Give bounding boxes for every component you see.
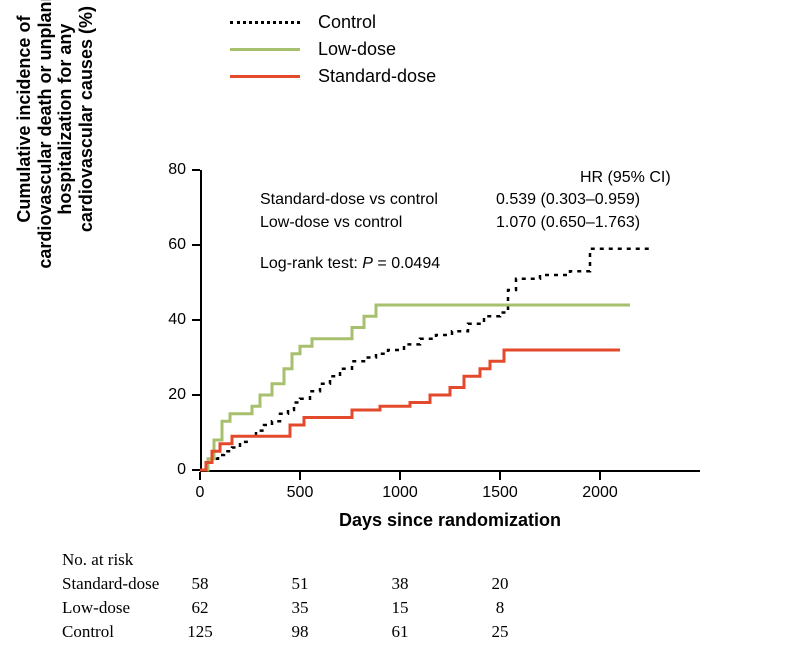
- plot-area: Days since randomization 050010001500200…: [200, 170, 700, 470]
- annotation-hr-std-value: 0.539 (0.303–0.959): [496, 191, 640, 209]
- legend-item-control: Control: [230, 12, 436, 33]
- legend-label-control: Control: [318, 12, 376, 33]
- series-low-dose: [200, 305, 630, 470]
- y-tick-label: 0: [177, 461, 186, 479]
- y-tick-label: 80: [168, 161, 186, 179]
- at-risk-value: 20: [492, 572, 509, 596]
- at-risk-value: 38: [392, 572, 409, 596]
- at-risk-value: 58: [192, 572, 209, 596]
- y-tick: [192, 244, 200, 246]
- x-tick-label: 2000: [582, 484, 618, 502]
- at-risk-value: 98: [292, 620, 309, 644]
- at-risk-value: 125: [187, 620, 213, 644]
- legend-swatch-low-dose: [230, 48, 300, 51]
- at-risk-value: 61: [392, 620, 409, 644]
- y-tick-label: 20: [168, 386, 186, 404]
- legend-swatch-standard-dose: [230, 75, 300, 78]
- at-risk-value: 25: [492, 620, 509, 644]
- x-tick: [199, 472, 201, 480]
- figure-container: { "chart": { "type": "kaplan-meier-cumul…: [0, 0, 800, 667]
- series-standard-dose: [200, 350, 620, 470]
- x-tick-label: 0: [196, 484, 205, 502]
- annotation-hr-std-label: Standard-dose vs control: [260, 191, 438, 209]
- legend-swatch-control: [230, 21, 300, 24]
- at-risk-value: 15: [392, 596, 409, 620]
- y-tick: [192, 319, 200, 321]
- legend-item-low-dose: Low-dose: [230, 39, 436, 60]
- x-tick-label: 1000: [382, 484, 418, 502]
- x-tick: [299, 472, 301, 480]
- y-tick: [192, 169, 200, 171]
- y-tick: [192, 394, 200, 396]
- y-tick: [192, 469, 200, 471]
- x-tick: [499, 472, 501, 480]
- at-risk-value: 35: [292, 596, 309, 620]
- at-risk-value: 62: [192, 596, 209, 620]
- x-axis: [200, 470, 700, 472]
- legend: Control Low-dose Standard-dose: [230, 12, 436, 93]
- at-risk-header: No. at risk: [62, 548, 133, 572]
- at-risk-row-label: Control: [62, 620, 114, 644]
- x-tick-label: 500: [287, 484, 314, 502]
- legend-item-standard-dose: Standard-dose: [230, 66, 436, 87]
- annotation-hr-low-value: 1.070 (0.650–1.763): [496, 214, 640, 232]
- legend-label-standard-dose: Standard-dose: [318, 66, 436, 87]
- y-tick-label: 40: [168, 311, 186, 329]
- x-tick: [399, 472, 401, 480]
- at-risk-row-label: Standard-dose: [62, 572, 159, 596]
- at-risk-value: 51: [292, 572, 309, 596]
- annotation-logrank: Log-rank test: P = 0.0494: [260, 255, 440, 273]
- x-tick-label: 1500: [482, 484, 518, 502]
- at-risk-value: 8: [496, 596, 505, 620]
- x-axis-label: Days since randomization: [339, 510, 561, 531]
- y-tick-label: 60: [168, 236, 186, 254]
- x-tick: [599, 472, 601, 480]
- at-risk-row-label: Low-dose: [62, 596, 130, 620]
- annotation-hr-low-label: Low-dose vs control: [260, 214, 402, 232]
- y-axis-label: Cumulative incidence of cardiovascular d…: [14, 0, 97, 269]
- annotation-hr-header: HR (95% CI): [580, 169, 671, 187]
- legend-label-low-dose: Low-dose: [318, 39, 396, 60]
